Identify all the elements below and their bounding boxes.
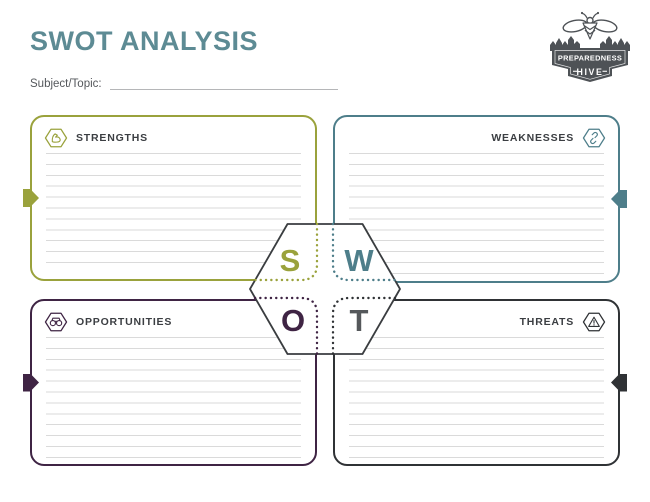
subject-topic-row: Subject/Topic: — [30, 76, 338, 90]
strengths-header: STRENGTHS — [44, 125, 303, 151]
threats-notes-area[interactable] — [349, 337, 604, 458]
badge-est-mark — [573, 70, 578, 72]
weaknesses-notes-area[interactable] — [349, 153, 604, 275]
weaknesses-dotted-divider — [331, 222, 397, 282]
opportunities-header: OPPORTUNITIES — [44, 309, 303, 335]
letter-o: O — [281, 303, 305, 338]
letter-s: S — [280, 243, 301, 278]
badge-shape — [552, 48, 628, 82]
brand-logo: PREPAREDNESS HIVE — [547, 10, 633, 90]
threats-side-tab — [611, 373, 627, 392]
badge-est-mark — [602, 70, 607, 72]
opportunities-notes-area[interactable] — [46, 337, 301, 458]
trees-left-icon — [550, 36, 580, 51]
bee-antenna-dot — [580, 11, 584, 15]
threats-header: THREATS — [347, 309, 606, 335]
logo-text-line2: HIVE — [577, 67, 604, 77]
weaknesses-header: WEAKNESSES — [347, 125, 606, 151]
threats-label: THREATS — [519, 316, 574, 328]
weaknesses-label: WEAKNESSES — [491, 132, 574, 144]
opportunities-side-tab — [23, 373, 39, 392]
strengths-label: STRENGTHS — [76, 132, 148, 144]
subject-topic-label: Subject/Topic: — [30, 78, 102, 90]
trees-right-icon — [600, 36, 630, 51]
strengths-quadrant: STRENGTHS — [23, 115, 317, 281]
page-title: SWOT ANALYSIS — [30, 26, 259, 56]
warning-icon — [582, 312, 606, 332]
opportunities-label: OPPORTUNITIES — [76, 316, 173, 328]
threats-dotted-divider — [331, 296, 397, 356]
subject-topic-line[interactable] — [109, 76, 338, 90]
bee-antennae-icon — [581, 12, 599, 19]
hexagon-outline — [249, 223, 401, 355]
muscle-icon — [44, 128, 68, 148]
opportunities-dotted-divider — [253, 296, 319, 356]
badge-inner-line — [554, 50, 626, 80]
logo-text-line1: PREPAREDNESS — [558, 54, 622, 63]
strengths-notes-area[interactable] — [46, 153, 301, 273]
broken-link-icon — [582, 128, 606, 148]
bee-body-stripes — [583, 24, 597, 35]
threats-quadrant: THREATS — [333, 299, 627, 466]
preparedness-hive-logo-icon: PREPAREDNESS HIVE — [550, 11, 630, 82]
strengths-dotted-divider — [253, 222, 319, 282]
weaknesses-quadrant: WEAKNESSES — [333, 115, 627, 283]
swot-center-hexagon: S W O T — [249, 222, 401, 356]
weaknesses-side-tab — [611, 190, 627, 208]
strengths-side-tab — [23, 189, 39, 207]
opportunities-quadrant: OPPORTUNITIES — [23, 299, 317, 466]
binoculars-icon — [44, 312, 68, 332]
letter-t: T — [350, 303, 369, 338]
bee-antenna-dot — [596, 11, 600, 15]
letter-w: W — [344, 243, 374, 278]
